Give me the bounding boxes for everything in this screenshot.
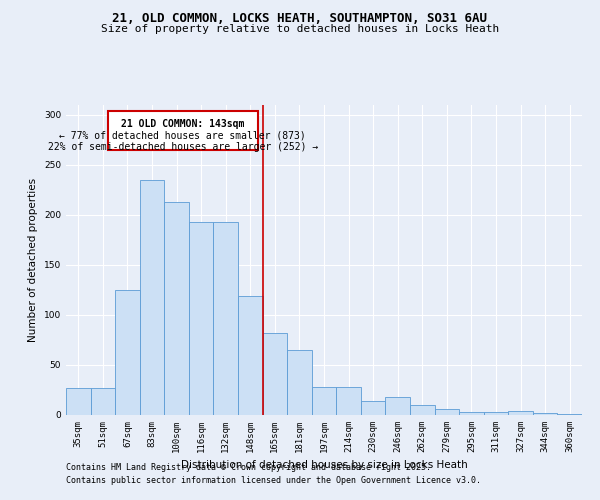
Bar (410, 405, 434, 415)
Bar (238, 296, 263, 415)
Bar (508, 411, 533, 415)
Bar (287, 350, 312, 415)
Bar (108, 111, 257, 150)
Bar (312, 387, 336, 415)
Y-axis label: Number of detached properties: Number of detached properties (28, 178, 38, 342)
Text: Contains public sector information licensed under the Open Government Licence v3: Contains public sector information licen… (66, 476, 481, 485)
Bar (434, 409, 459, 415)
Bar (361, 401, 385, 415)
Bar (385, 397, 410, 415)
Text: Contains HM Land Registry data © Crown copyright and database right 2025.: Contains HM Land Registry data © Crown c… (66, 464, 431, 472)
Bar (214, 222, 238, 415)
Bar (557, 414, 582, 415)
Text: ← 77% of detached houses are smaller (873): ← 77% of detached houses are smaller (87… (59, 131, 306, 141)
Text: 21, OLD COMMON, LOCKS HEATH, SOUTHAMPTON, SO31 6AU: 21, OLD COMMON, LOCKS HEATH, SOUTHAMPTON… (113, 12, 487, 26)
Bar (484, 412, 508, 415)
Bar (140, 180, 164, 415)
Bar (115, 290, 140, 415)
Bar (459, 412, 484, 415)
Bar (66, 388, 91, 415)
Text: 22% of semi-detached houses are larger (252) →: 22% of semi-detached houses are larger (… (47, 142, 318, 152)
Bar (263, 333, 287, 415)
Bar (336, 387, 361, 415)
Bar (189, 222, 214, 415)
X-axis label: Distribution of detached houses by size in Locks Heath: Distribution of detached houses by size … (181, 460, 467, 470)
Text: 21 OLD COMMON: 143sqm: 21 OLD COMMON: 143sqm (121, 119, 244, 129)
Bar (533, 413, 557, 415)
Bar (164, 202, 189, 415)
Bar (91, 388, 115, 415)
Text: Size of property relative to detached houses in Locks Heath: Size of property relative to detached ho… (101, 24, 499, 34)
